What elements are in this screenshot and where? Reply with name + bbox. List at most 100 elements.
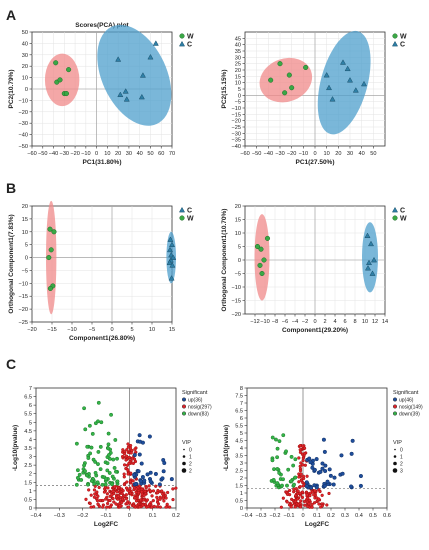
volcano-point-nosig — [115, 490, 119, 494]
data-point-W — [282, 90, 288, 96]
volcano-point-nosig — [317, 502, 321, 506]
x-tick-label: −20 — [70, 151, 80, 157]
volcano-point-down — [293, 457, 298, 462]
x-tick-label: −50 — [38, 151, 48, 157]
x-tick-label: −50 — [252, 151, 262, 157]
volcano-point-up — [148, 479, 153, 484]
legend-marker-W — [179, 215, 185, 221]
data-point-C — [170, 254, 177, 260]
volcano-point-nosig — [299, 472, 303, 476]
legend-label: up(36) — [188, 398, 203, 404]
volcano-point-nosig — [320, 504, 324, 508]
volcano-point-up — [332, 475, 337, 480]
x-tick-label: 0 — [95, 151, 98, 157]
y-tick-label: 5 — [238, 245, 241, 251]
volcano-point-nosig — [161, 496, 165, 500]
legend-marker-0 — [181, 397, 187, 402]
data-point-W — [257, 262, 263, 268]
volcano-point-nosig — [147, 484, 151, 488]
volcano-point-down — [96, 400, 101, 405]
volcano-point-down — [289, 479, 294, 484]
volcano-point-nosig — [160, 489, 164, 493]
volcano-point-nosig — [297, 456, 301, 460]
volcano-point-nosig — [96, 494, 100, 498]
data-point-W — [277, 61, 283, 67]
volcano-point-up — [162, 460, 167, 466]
volcano-point-down — [105, 468, 110, 473]
x-tick-label: 5 — [130, 327, 133, 333]
y-axis-label: -Log10(pvalue) — [12, 425, 19, 471]
data-point-C — [339, 59, 347, 65]
vip-size-marker — [182, 461, 186, 466]
vip-size-marker — [393, 461, 397, 466]
volcano-point-down — [106, 446, 111, 451]
vip-size-marker — [392, 468, 398, 473]
x-tick-label: −2 — [302, 319, 308, 325]
y-tick-label: 10 — [22, 230, 28, 236]
volcano-point-nosig — [320, 493, 324, 497]
data-point-C — [139, 72, 146, 78]
x-tick-label: 8 — [353, 319, 356, 325]
volcano-point-down — [75, 475, 80, 480]
volcano-point-nosig — [155, 505, 160, 509]
volcano-point-nosig — [141, 503, 145, 507]
volcano-point-nosig — [133, 496, 137, 500]
plot-area — [246, 387, 388, 509]
volcano-point-nosig — [120, 454, 125, 459]
y-tick-label: −15 — [232, 299, 242, 305]
volcano-point-nosig — [297, 480, 301, 484]
volcano-point-nosig — [133, 447, 137, 451]
x-tick-label: −40 — [264, 151, 274, 157]
data-point-C — [369, 270, 376, 276]
volcano-point-nosig — [303, 499, 307, 504]
x-tick-label: 0.2 — [172, 513, 180, 519]
volcano-point-nosig — [130, 448, 134, 453]
volcano-point-nosig — [299, 461, 303, 465]
x-tick-label: 2 — [323, 319, 326, 325]
volcano-point-nosig — [298, 505, 303, 509]
volcano-point-nosig — [92, 488, 97, 492]
volcano-point-nosig — [165, 502, 169, 506]
x-tick-label: −10 — [67, 327, 77, 333]
volcano-point-up — [142, 478, 147, 483]
volcano-point-nosig — [95, 498, 100, 503]
x-tick-label: −0.3 — [54, 513, 65, 519]
volcano-point-up — [304, 480, 309, 485]
vip-legend-title: VIP — [393, 440, 402, 446]
y-tick-label: 0.5 — [235, 499, 243, 505]
volcano-point-nosig — [281, 496, 285, 500]
y-tick-label: 6 — [29, 403, 32, 409]
volcano-point-up — [137, 452, 142, 457]
data-point-C — [352, 87, 359, 93]
volcano-point-nosig — [155, 491, 160, 495]
volcano-point-down — [95, 480, 100, 485]
volcano-point-down — [284, 449, 288, 454]
volcano-point-nosig — [299, 478, 304, 482]
legend-label-W: W — [187, 34, 194, 41]
volcano-point-down — [85, 444, 90, 449]
y-tick-label: 0 — [238, 258, 241, 264]
volcano-point-nosig — [104, 497, 108, 501]
volcano-point-up — [145, 472, 150, 477]
y-tick-label: 15 — [235, 74, 241, 80]
volcano-point-nosig — [138, 498, 143, 502]
volcano-point-nosig — [301, 444, 305, 448]
volcano-point-up — [148, 470, 153, 475]
data-point-W — [264, 235, 271, 241]
volcano-point-nosig — [122, 475, 126, 479]
x-tick-label: −0.4 — [241, 513, 252, 519]
data-point-C — [344, 65, 351, 72]
volcano-point-nosig — [285, 500, 289, 504]
volcano-point-nosig — [108, 498, 112, 503]
data-point-C — [329, 96, 336, 102]
volcano-point-nosig — [147, 502, 152, 507]
y-tick-label: −15 — [232, 112, 242, 118]
volcano-point-nosig — [112, 500, 116, 504]
volcano-point-nosig — [327, 491, 331, 496]
volcano-point-down — [89, 478, 94, 483]
volcano-point-down — [85, 473, 89, 478]
x-tick-label: 0 — [301, 513, 304, 519]
y-tick-label: 20 — [22, 204, 28, 210]
volcano-point-nosig — [279, 505, 284, 509]
y-tick-label: −25 — [19, 320, 29, 326]
